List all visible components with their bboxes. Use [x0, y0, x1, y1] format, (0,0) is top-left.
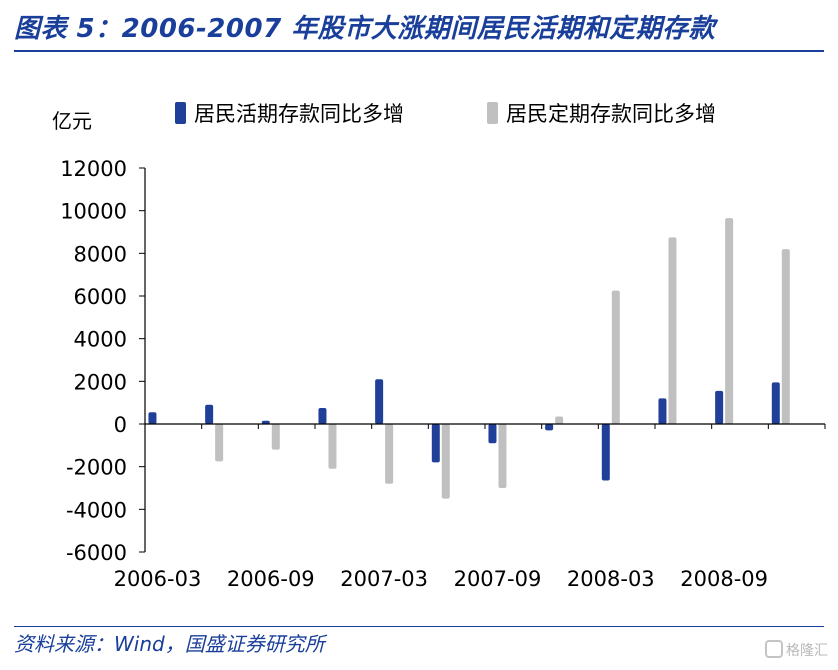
bar-time-2006-12 — [328, 424, 337, 469]
y-tick-label: 0 — [114, 413, 127, 437]
watermark-logo-icon — [765, 640, 783, 658]
y-tick-label: 2000 — [74, 370, 127, 394]
bar-time-2008-09 — [725, 218, 734, 424]
x-tick-label: 2008-03 — [567, 567, 655, 591]
source-divider — [14, 626, 824, 627]
y-tick-label: 8000 — [74, 242, 127, 266]
legend-label-1: 居民定期存款同比多增 — [506, 102, 716, 126]
bar-demand-2008-09 — [715, 390, 724, 424]
bar-demand-2008-03 — [601, 424, 610, 481]
bar-demand-2006-03 — [148, 412, 157, 424]
bar-time-2008-12 — [781, 249, 790, 424]
bar-demand-2007-06 — [431, 424, 440, 463]
bar-time-2007-09 — [498, 424, 507, 488]
bar-demand-2008-12 — [771, 382, 780, 424]
x-tick-label: 2008-09 — [680, 567, 768, 591]
y-tick-label: -2000 — [66, 456, 127, 480]
chart-legend: 居民活期存款同比多增 居民定期存款同比多增 — [175, 102, 716, 126]
x-tick-label: 2006-09 — [227, 567, 315, 591]
bar-demand-2007-03 — [375, 379, 384, 424]
bar-chart: 居民活期存款同比多增 居民定期存款同比多增 亿元 12000 10000 8000 60… — [52, 102, 826, 591]
bar-demand-2006-06 — [205, 404, 214, 424]
bar-demand-2007-12 — [545, 424, 554, 431]
y-tick-label: 10000 — [60, 200, 127, 224]
y-axis-ticks: 12000 10000 8000 6000 4000 2000 0 -2000 -4000 -60… — [60, 157, 145, 565]
x-tick-label: 2007-03 — [340, 567, 428, 591]
y-tick-label: 4000 — [74, 328, 127, 352]
bar-time-2008-06 — [668, 237, 677, 424]
legend-swatch-1 — [487, 102, 498, 124]
watermark: 格隆汇 — [765, 640, 828, 660]
y-tick-label: -4000 — [66, 498, 127, 522]
y-axis-label: 亿元 — [52, 109, 92, 133]
bar-time-2007-12 — [555, 416, 564, 424]
legend-swatch-0 — [175, 102, 186, 124]
bar-time-2007-03 — [385, 424, 394, 484]
y-tick-label: 6000 — [74, 285, 127, 309]
title-divider — [14, 50, 824, 52]
bar-time-2008-03 — [611, 290, 620, 424]
bar-demand-2006-12 — [318, 408, 327, 424]
x-tick-label: 2006-03 — [114, 567, 202, 591]
bar-time-2006-06 — [215, 424, 224, 462]
x-axis-ticks: 2006-03 2006-09 2007-03 2007-09 2008-03 2008-… — [114, 567, 768, 591]
bar-demand-2007-09 — [488, 424, 497, 444]
legend-label-0: 居民活期存款同比多增 — [194, 102, 404, 126]
chart-figure-title: 图表 5：2006-2007 年股市大涨期间居民活期和定期存款 — [14, 14, 716, 44]
x-tick-label: 2007-09 — [454, 567, 542, 591]
source-note: 资料来源：Wind，国盛证券研究所 — [14, 632, 325, 656]
bar-demand-2008-06 — [658, 398, 667, 424]
bar-demand-2006-09 — [261, 420, 270, 424]
bars-group — [148, 218, 790, 499]
watermark-text: 格隆汇 — [786, 643, 828, 659]
bar-time-2007-06 — [441, 424, 450, 499]
y-tick-label: 12000 — [60, 157, 127, 181]
axes — [144, 168, 826, 552]
y-tick-label: -6000 — [66, 541, 127, 565]
bar-time-2006-09 — [271, 424, 280, 450]
